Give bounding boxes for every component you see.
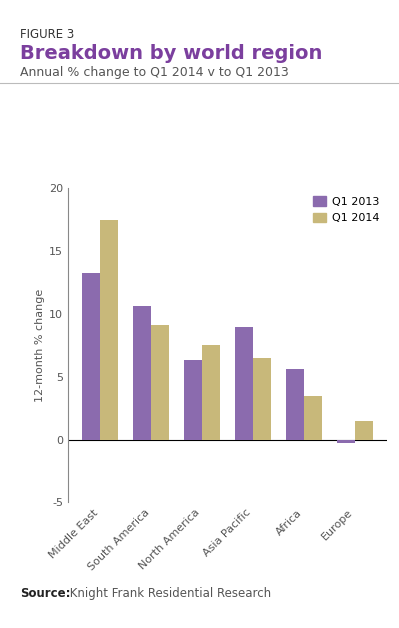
- Text: Breakdown by world region: Breakdown by world region: [20, 44, 322, 63]
- Bar: [304, 396, 322, 440]
- Bar: [286, 369, 304, 440]
- Text: Annual % change to Q1 2014 v to Q1 2013: Annual % change to Q1 2014 v to Q1 2013: [20, 66, 289, 79]
- Text: Source:: Source:: [20, 587, 71, 600]
- Bar: [133, 306, 151, 440]
- Bar: [337, 440, 355, 443]
- Bar: [100, 220, 118, 440]
- Bar: [253, 358, 271, 440]
- Bar: [151, 325, 169, 440]
- Y-axis label: 12-month % change: 12-month % change: [35, 289, 45, 402]
- Text: Knight Frank Residential Research: Knight Frank Residential Research: [66, 587, 271, 600]
- Bar: [184, 360, 202, 440]
- Bar: [82, 273, 100, 440]
- Bar: [202, 345, 220, 440]
- Legend: Q1 2013, Q1 2014: Q1 2013, Q1 2014: [311, 194, 381, 225]
- Bar: [355, 421, 373, 440]
- Bar: [235, 327, 253, 440]
- Text: FIGURE 3: FIGURE 3: [20, 28, 74, 41]
